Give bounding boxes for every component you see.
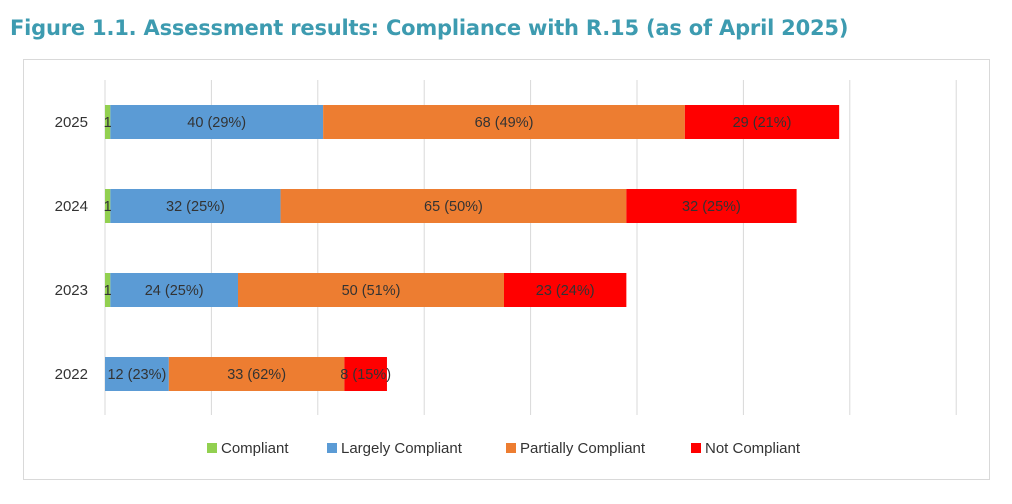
bar-segment-compliant: [105, 273, 111, 307]
data-label: 1: [104, 115, 112, 131]
data-label: 29 (21%): [733, 115, 792, 131]
data-label: 1: [104, 199, 112, 215]
legend-label: Partially Compliant: [520, 440, 646, 457]
data-label: 65 (50%): [424, 199, 483, 215]
category-label: 2022: [55, 366, 88, 383]
bar-segment-partially-compliant: [168, 357, 345, 391]
legend-swatch: [691, 443, 701, 453]
bar-segment-compliant: [105, 189, 111, 223]
bar-segment-largely-compliant: [105, 357, 169, 391]
data-label: 1: [104, 283, 112, 299]
bar-segment-largely-compliant: [110, 273, 238, 307]
bar-segment-not-compliant: [344, 357, 387, 391]
bar-segment-not-compliant: [504, 273, 627, 307]
data-label: 50 (51%): [342, 283, 401, 299]
data-label: 40 (29%): [187, 115, 246, 131]
category-label: 2025: [55, 114, 88, 131]
bar-segment-partially-compliant: [238, 273, 504, 307]
data-label: 68 (49%): [475, 115, 534, 131]
data-label: 12 (23%): [107, 367, 166, 383]
data-label: 33 (62%): [227, 367, 286, 383]
data-label: 24 (25%): [145, 283, 204, 299]
legend-label: Compliant: [221, 440, 289, 457]
bar-segment-not-compliant: [684, 105, 840, 139]
legend: Compliant Largely Compliant Partially Comp…: [207, 440, 801, 457]
chart-title: Figure 1.1. Assessment results: Complian…: [10, 16, 849, 40]
data-label: 32 (25%): [682, 199, 741, 215]
category-labels: 2025 2024 2023 2022: [55, 114, 88, 383]
category-label: 2024: [55, 198, 88, 215]
bar-segment-partially-compliant: [280, 189, 627, 223]
category-label: 2023: [55, 282, 88, 299]
legend-swatch: [327, 443, 337, 453]
bar-segment-compliant: [105, 105, 111, 139]
legend-label: Not Compliant: [705, 440, 801, 457]
data-label: 23 (24%): [536, 283, 595, 299]
bar-segment-largely-compliant: [110, 105, 324, 139]
bar-segment-not-compliant: [626, 189, 797, 223]
data-label: 32 (25%): [166, 199, 225, 215]
legend-swatch: [506, 443, 516, 453]
chart-frame: [23, 59, 990, 480]
bar-segment-largely-compliant: [110, 189, 281, 223]
segment-labels: 1 40 (29%) 68 (49%) 29 (21%) 1 32 (25%) 65 (50…: [104, 115, 792, 383]
legend-label: Largely Compliant: [341, 440, 463, 457]
data-label: 8 (15%): [340, 367, 391, 383]
bars: [105, 105, 840, 391]
bar-segment-partially-compliant: [323, 105, 685, 139]
legend-swatch: [207, 443, 217, 453]
